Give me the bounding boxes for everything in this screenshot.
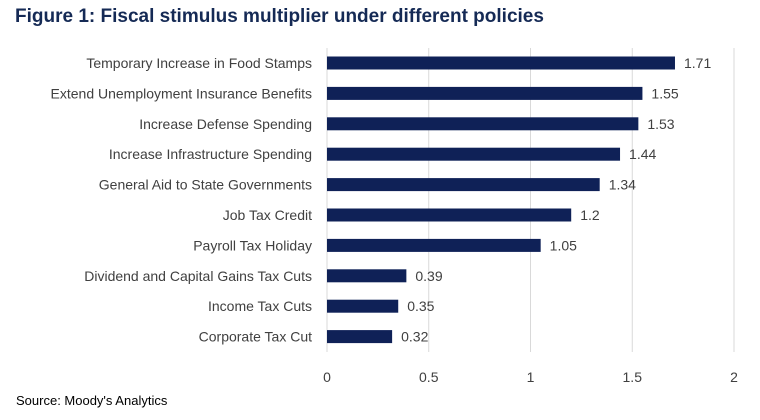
category-label: Job Tax Credit (223, 207, 312, 223)
category-label: Extend Unemployment Insurance Benefits (51, 85, 312, 101)
data-label: 1.44 (629, 146, 656, 162)
x-tick-label: 2 (730, 369, 738, 385)
data-label: 1.71 (684, 55, 711, 71)
bar (327, 269, 407, 283)
x-tick-label: 1 (527, 369, 535, 385)
bars (327, 56, 675, 344)
category-label: Income Tax Cuts (208, 298, 312, 314)
data-label: 1.2 (580, 207, 600, 223)
value-labels: 1.71 1.55 1.53 1.44 1.34 1.21.05 0.39 0.35 0.32 (401, 55, 711, 345)
data-label: 1.55 (651, 85, 678, 101)
bar (327, 147, 621, 161)
data-label: 1.53 (647, 116, 674, 132)
bar (327, 330, 393, 344)
bar (327, 208, 572, 222)
chart-title: Figure 1: Fiscal stimulus multiplier und… (15, 6, 544, 27)
bar (327, 86, 643, 100)
category-label: Increase Defense Spending (139, 116, 312, 132)
data-label: 0.35 (407, 298, 434, 314)
x-tick-label: 0 (323, 369, 331, 385)
bar (327, 178, 600, 192)
data-label: 0.32 (401, 329, 428, 345)
bar (327, 117, 639, 131)
category-label: Payroll Tax Holiday (193, 237, 312, 253)
category-label: Increase Infrastructure Spending (109, 146, 312, 162)
data-label: 1.34 (609, 177, 636, 193)
bar (327, 56, 675, 70)
category-label: Dividend and Capital Gains Tax Cuts (84, 268, 312, 284)
category-label: Corporate Tax Cut (199, 329, 312, 345)
category-label: General Aid to State Governments (99, 177, 312, 193)
category-labels: Temporary Increase in Food Stamps Extend … (51, 55, 313, 345)
data-label: 1.05 (550, 237, 577, 253)
source-note: Source: Moody's Analytics (16, 393, 168, 408)
x-tick-label: 0.5 (419, 369, 439, 385)
x-axis-ticks: 0 0.5 1 1.5 2 (323, 369, 738, 385)
bar (327, 299, 399, 313)
x-tick-label: 1.5 (623, 369, 643, 385)
data-label: 0.39 (415, 268, 442, 284)
category-label: Temporary Increase in Food Stamps (86, 55, 312, 71)
bar (327, 238, 541, 252)
